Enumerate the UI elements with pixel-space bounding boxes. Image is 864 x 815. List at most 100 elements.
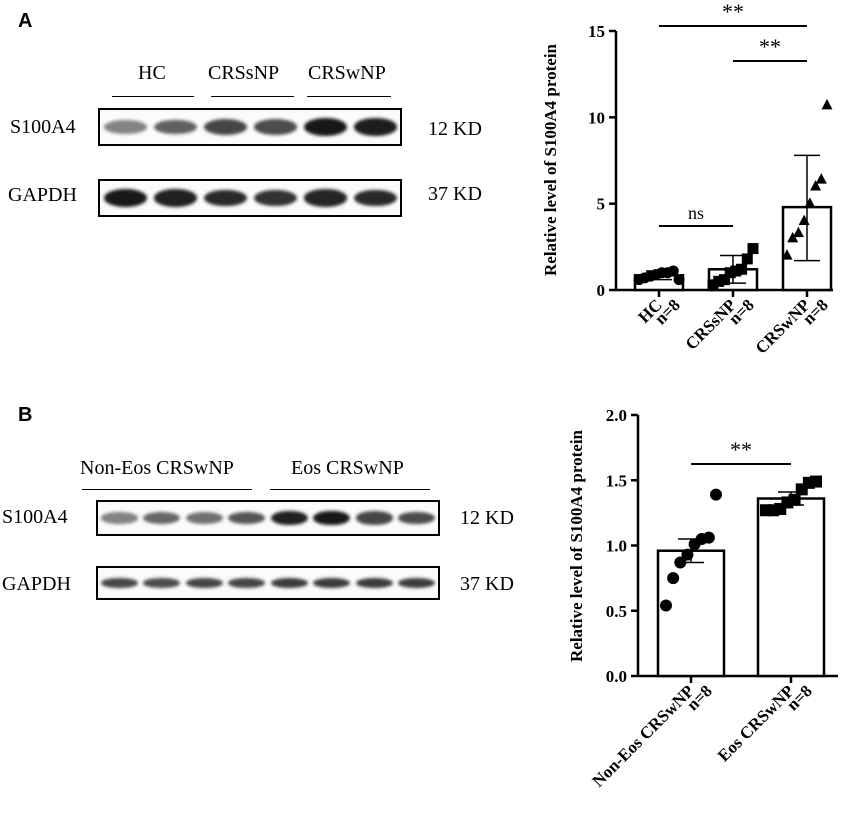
blot-band [398, 578, 436, 588]
data-point [681, 548, 694, 561]
blot-gapdh-a [98, 179, 402, 217]
y-tick-label: 0.0 [606, 667, 627, 686]
size-label-37kd: 37 KD [460, 573, 514, 595]
blot-band [203, 189, 247, 207]
blot-band [303, 189, 347, 207]
group-label-non-eos: Non-Eos CRSwNP [80, 457, 234, 479]
data-point [747, 243, 759, 255]
group-label-crswnp: CRSwNP [308, 62, 386, 84]
data-point [673, 274, 685, 286]
data-point [798, 214, 810, 226]
data-point [804, 197, 816, 208]
data-point [781, 249, 793, 260]
data-point [815, 173, 827, 184]
blot-s100a4-a [98, 108, 402, 146]
blot-band [185, 512, 223, 524]
size-label-12kd: 12 KD [460, 507, 514, 529]
significance-label: ** [730, 437, 752, 462]
data-point [741, 253, 753, 265]
y-tick-label: 10 [588, 108, 605, 127]
blot-band [143, 512, 181, 524]
chart-b-ylabel: Relative level of S100A4 protein [567, 429, 586, 662]
data-point [674, 556, 687, 569]
blot-band [353, 118, 397, 136]
data-point [718, 274, 730, 286]
blot-band [355, 511, 393, 525]
y-tick-label: 0 [597, 281, 606, 300]
group-underline [112, 96, 194, 97]
protein-label-gapdh: GAPDH [2, 573, 71, 595]
blot-band [100, 578, 138, 588]
group-underline [211, 96, 294, 97]
blot-gapdh-b [96, 566, 440, 600]
bar [756, 497, 826, 678]
group-label-hc: HC [138, 62, 166, 84]
blot-band [103, 120, 147, 134]
data-point [660, 599, 672, 612]
blot-band [143, 578, 181, 588]
blot-band [153, 119, 197, 135]
group-underline [307, 96, 391, 97]
panel-b-letter: B [18, 404, 33, 426]
significance-label: ** [722, 0, 744, 24]
chart-a-ylabel: Relative level of S100A4 protein [541, 43, 560, 276]
data-point [736, 263, 748, 275]
data-point [667, 265, 679, 277]
chart-a: Relative level of S100A4 protein 051015H… [541, 0, 833, 358]
protein-label-gapdh: GAPDH [8, 184, 77, 206]
y-tick-label: 1.5 [606, 471, 627, 490]
blot-band [398, 511, 436, 525]
group-underline [82, 489, 252, 490]
blot-band [253, 189, 297, 207]
blot-band [100, 512, 138, 524]
blot-band [270, 578, 308, 588]
data-point [821, 98, 833, 110]
x-tick-label: Eos CRSwNP [714, 681, 798, 765]
blot-band [270, 510, 308, 526]
x-tick-label: CRSsNP [682, 295, 740, 353]
blot-band [303, 118, 347, 136]
data-point [707, 279, 719, 291]
data-point [702, 531, 715, 544]
data-point [710, 488, 722, 501]
y-tick-label: 0.5 [606, 602, 627, 621]
panel-a-letter: A [18, 10, 33, 32]
blot-band [313, 578, 351, 588]
x-tick-label: CRSwNP [752, 295, 814, 357]
y-tick-label: 15 [588, 22, 605, 41]
data-point [724, 267, 736, 279]
blot-band [253, 119, 297, 135]
chart-b: Relative level of S100A4 protein 0.0 0.5 1… [567, 406, 838, 791]
blot-band [103, 189, 147, 207]
blot-band [203, 119, 247, 135]
data-point [792, 226, 804, 238]
data-point [787, 231, 799, 243]
y-tick-label: 5 [597, 195, 606, 214]
blot-band [153, 189, 197, 207]
blot-band [353, 189, 397, 207]
data-point [667, 572, 680, 585]
size-label-37kd: 37 KD [428, 183, 482, 205]
y-tick-label: 2.0 [606, 406, 627, 425]
blot-s100a4-b [96, 500, 440, 536]
x-tick-label: Non-Eos CRSwNP [589, 681, 698, 790]
significance-label: ** [759, 34, 781, 59]
data-point [810, 180, 822, 191]
data-point [713, 275, 725, 287]
size-label-12kd: 12 KD [428, 118, 482, 140]
group-label-eos: Eos CRSwNP [291, 457, 404, 479]
group-label-crssnp: CRSsNP [208, 62, 280, 84]
blot-band [355, 578, 393, 588]
significance-label: ns [688, 203, 704, 223]
group-underline [270, 489, 430, 490]
data-point [730, 265, 742, 277]
data-point [810, 475, 822, 488]
blot-band [228, 511, 266, 525]
protein-label-s100a4: S100A4 [10, 116, 76, 138]
protein-label-s100a4: S100A4 [2, 506, 68, 528]
blot-band [185, 578, 223, 588]
blot-band [313, 510, 351, 526]
data-point [788, 493, 801, 506]
y-tick-label: 1.0 [606, 537, 627, 556]
blot-band [228, 578, 266, 588]
